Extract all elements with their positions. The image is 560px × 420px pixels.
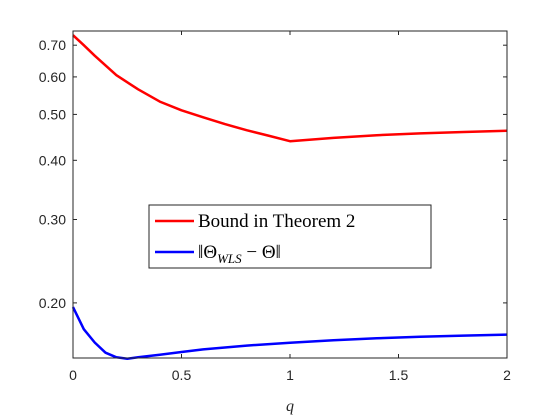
series-line-1 <box>71 306 508 360</box>
legend: Bound in Theorem 2 ‖ΘWLS − Θ‖ <box>148 204 432 269</box>
y-tick-label: 0.50 <box>39 106 66 122</box>
legend-label-bound: Bound in Theorem 2 <box>198 211 355 232</box>
x-tick-label: 2 <box>503 367 511 383</box>
y-tick-label: 0.20 <box>39 295 66 311</box>
series-line-0 <box>72 34 508 143</box>
y-axis: 0.20 0.30 0.40 0.50 0.60 0.70 <box>39 37 507 311</box>
x-tick-label: 0.5 <box>172 367 192 383</box>
x-tick-label: 1 <box>286 367 294 383</box>
legend-label-error: ‖ΘWLS − Θ‖ <box>198 242 281 266</box>
y-tick-label: 0.40 <box>39 152 66 168</box>
x-axis: 0 0.5 1 1.5 2 <box>69 31 511 383</box>
plot-area <box>73 31 507 358</box>
y-tick-label: 0.60 <box>39 69 66 85</box>
x-axis-label: q <box>286 398 294 415</box>
series-layer <box>71 34 508 360</box>
y-tick-label: 0.70 <box>39 37 66 53</box>
x-tick-label: 1.5 <box>389 367 409 383</box>
legend-box <box>148 204 432 269</box>
x-tick-label: 0 <box>69 367 77 383</box>
y-tick-label: 0.30 <box>39 211 66 227</box>
